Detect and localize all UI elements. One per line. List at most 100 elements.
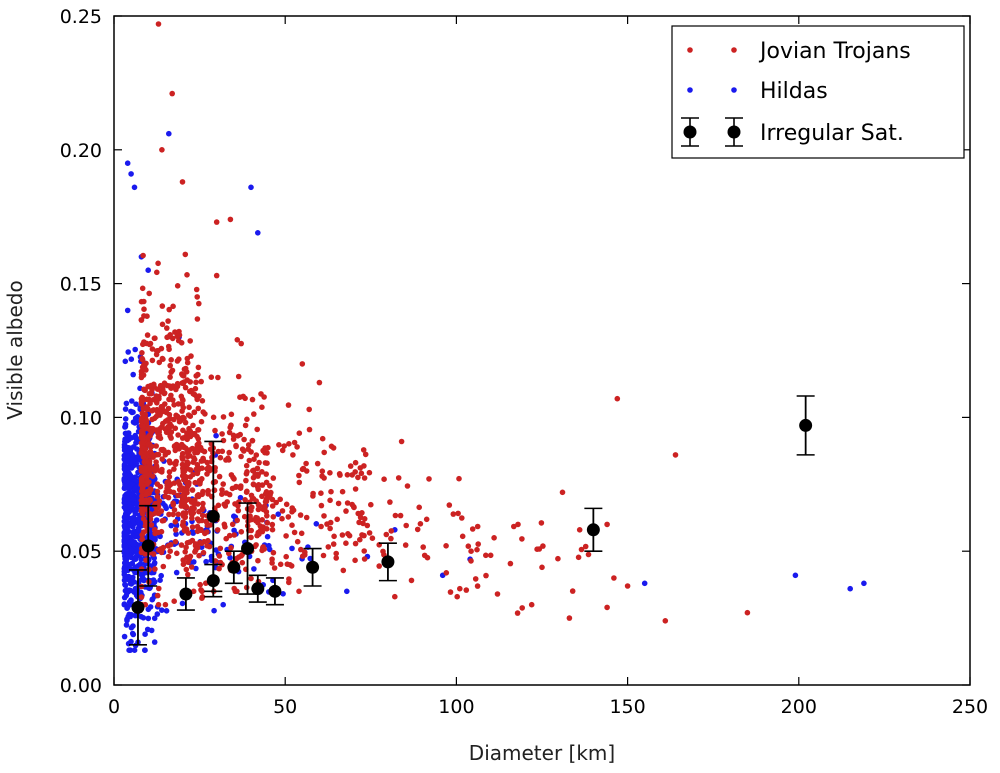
jovian-trojan-point bbox=[167, 548, 173, 554]
jovian-trojan-point bbox=[154, 488, 161, 495]
jovian-trojan-point bbox=[154, 493, 161, 500]
hilda-point bbox=[213, 432, 219, 439]
jovian-trojan-point bbox=[165, 543, 172, 549]
hilda-point bbox=[151, 639, 158, 645]
hilda-point bbox=[124, 307, 131, 314]
jovian-trojan-point bbox=[196, 393, 202, 399]
hilda-point bbox=[125, 349, 131, 355]
jovian-trojan-point bbox=[153, 443, 159, 449]
hilda-point bbox=[124, 431, 130, 437]
jovian-trojan-point bbox=[190, 510, 197, 516]
hilda-point bbox=[151, 615, 158, 622]
jovian-trojan-point bbox=[159, 518, 166, 524]
jovian-trojan-point bbox=[140, 499, 146, 506]
jovian-trojan-point bbox=[281, 443, 288, 449]
jovian-trojan-point bbox=[408, 577, 415, 584]
jovian-trojan-point bbox=[190, 422, 196, 429]
jovian-trojan-point bbox=[576, 527, 583, 533]
jovian-trojan-point bbox=[294, 444, 300, 450]
jovian-trojan-point bbox=[167, 460, 173, 466]
jovian-trojan-point bbox=[170, 502, 177, 508]
jovian-trojan-point bbox=[358, 470, 365, 477]
jovian-trojan-point bbox=[519, 605, 525, 611]
jovian-trojan-point bbox=[297, 512, 304, 518]
jovian-trojan-point bbox=[459, 533, 466, 540]
jovian-trojan-point bbox=[165, 553, 172, 560]
plot-frame bbox=[113, 15, 971, 686]
jovian-trojan-point bbox=[208, 374, 215, 381]
jovian-trojan-point bbox=[344, 472, 351, 478]
hilda-point bbox=[129, 630, 136, 637]
jovian-trojan-point bbox=[190, 588, 197, 595]
jovian-trojan-point bbox=[475, 541, 482, 547]
jovian-trojan-point bbox=[174, 413, 180, 419]
jovian-trojan-point bbox=[181, 501, 188, 507]
jovian-trojan-point bbox=[215, 448, 222, 455]
jovian-trojan-point bbox=[286, 441, 292, 447]
jovian-trojan-point bbox=[233, 484, 239, 491]
hilda-point bbox=[140, 615, 147, 621]
legend-label-jovian-trojans: Jovian Trojans bbox=[758, 39, 911, 64]
hilda-point bbox=[163, 505, 169, 512]
jovian-trojan-point bbox=[155, 529, 161, 536]
legend-marker-hildas bbox=[687, 87, 693, 93]
jovian-trojan-point bbox=[148, 486, 154, 493]
jovian-trojan-point bbox=[154, 400, 160, 406]
hilda-point bbox=[129, 451, 135, 458]
jovian-trojan-point bbox=[216, 473, 223, 480]
jovian-trojan-point bbox=[166, 411, 173, 418]
jovian-trojan-point bbox=[182, 384, 189, 391]
jovian-trojan-point bbox=[186, 404, 192, 411]
jovian-trojan-point bbox=[155, 21, 162, 27]
jovian-trojan-point bbox=[200, 409, 206, 415]
jovian-trojan-point bbox=[194, 470, 201, 477]
hilda-point bbox=[131, 507, 137, 514]
jovian-trojan-point bbox=[143, 404, 150, 410]
jovian-trojan-point bbox=[263, 471, 270, 477]
jovian-trojan-point bbox=[179, 372, 186, 379]
jovian-trojan-point bbox=[143, 459, 150, 465]
jovian-trojan-point bbox=[306, 406, 313, 413]
jovian-trojan-point bbox=[321, 449, 328, 456]
hilda-point bbox=[313, 521, 320, 527]
jovian-trojan-point bbox=[205, 487, 211, 494]
jovian-trojan-point bbox=[277, 561, 284, 568]
jovian-trojan-point bbox=[213, 272, 220, 279]
jovian-trojan-point bbox=[251, 411, 257, 417]
jovian-trojan-point bbox=[182, 549, 188, 555]
jovian-trojan-point bbox=[138, 371, 145, 378]
y-tick-label: 0.25 bbox=[60, 6, 102, 28]
jovian-trojan-point bbox=[155, 260, 161, 267]
jovian-trojan-point bbox=[483, 572, 489, 579]
jovian-trojan-point bbox=[168, 357, 174, 363]
jovian-trojan-point bbox=[163, 489, 169, 495]
jovian-trojan-point bbox=[269, 503, 276, 509]
jovian-trojan-point bbox=[343, 508, 349, 514]
jovian-trojan-point bbox=[200, 500, 206, 507]
jovian-trojan-point bbox=[417, 521, 424, 527]
jovian-trojan-point bbox=[211, 487, 218, 494]
jovian-trojan-point bbox=[188, 387, 194, 394]
jovian-trojan-point bbox=[331, 533, 337, 540]
jovian-trojan-point bbox=[152, 566, 158, 572]
hilda-point bbox=[237, 494, 244, 501]
hilda-point bbox=[128, 171, 134, 177]
jovian-trojan-point bbox=[244, 416, 250, 423]
hilda-point bbox=[138, 576, 145, 583]
hilda-point bbox=[251, 566, 257, 572]
hilda-point bbox=[121, 594, 128, 601]
hilda-point bbox=[123, 507, 129, 513]
jovian-trojan-point bbox=[195, 427, 202, 433]
jovian-trojan-point bbox=[140, 252, 146, 259]
jovian-trojan-point bbox=[230, 432, 237, 439]
jovian-trojan-point bbox=[185, 559, 191, 565]
jovian-trojan-point bbox=[160, 544, 167, 551]
jovian-trojan-point bbox=[140, 454, 147, 460]
hilda-point bbox=[121, 538, 128, 544]
jovian-trojan-point bbox=[160, 563, 167, 570]
jovian-trojan-point bbox=[200, 549, 207, 556]
jovian-trojan-point bbox=[296, 430, 303, 437]
jovian-trojan-point bbox=[191, 455, 197, 461]
jovian-trojan-point bbox=[381, 476, 387, 483]
jovian-trojan-point bbox=[539, 564, 545, 571]
